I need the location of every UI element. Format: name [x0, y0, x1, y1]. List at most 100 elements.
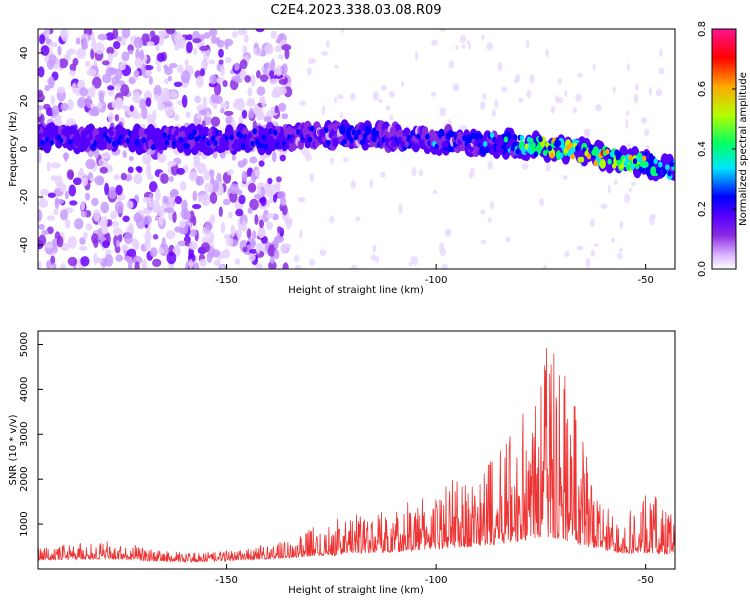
ridge-blob: [632, 158, 638, 165]
ridge-blob: [45, 136, 50, 143]
ridge-blob: [393, 140, 398, 147]
snr-y-tick-label: 4000: [19, 377, 30, 402]
ridge-blob: [669, 161, 675, 168]
ridge-blob: [333, 125, 338, 132]
snr-x-ticks: -150 -100 -50: [215, 564, 654, 586]
ridge-blob: [478, 133, 483, 140]
spectrogram-x-tick-label: -50: [637, 275, 653, 286]
colorbar-tick-label: 0.4: [697, 141, 708, 157]
ridge-blob: [374, 130, 379, 137]
ridge-blob: [413, 137, 419, 144]
ridge-blob: [38, 125, 41, 132]
colorbar-label: Normalized spectral amplitude: [738, 72, 749, 226]
ridge-blob: [310, 125, 315, 132]
ridge-blob: [480, 146, 486, 153]
ridge-blob: [503, 136, 509, 143]
ridge-blob: [49, 139, 54, 146]
spectrogram-panel: -150 -100 -50 -40 -20 0 20 40 Height of straig…: [8, 28, 676, 296]
ridge-blob: [88, 134, 94, 140]
ridge-blob: [356, 129, 361, 136]
ridge-blob: [217, 130, 223, 136]
ridge-blob: [642, 155, 647, 162]
ridge-blob: [273, 129, 278, 136]
colorbar-tick-label: 0.6: [697, 81, 708, 97]
ridge-blob: [222, 141, 227, 148]
colorbar: 0.0 0.2 0.4 0.6 0.8 Normalized spectral ampl…: [697, 21, 749, 277]
ridge-blob: [111, 140, 117, 147]
spectrogram-y-tick-label: -20: [19, 189, 30, 205]
ridge-blob: [171, 140, 177, 147]
ridge-blob: [423, 128, 428, 135]
colorbar-ticks: 0.0 0.2 0.4 0.6 0.8: [697, 21, 736, 277]
ridge-blob: [628, 154, 633, 161]
ridge-blob: [164, 139, 170, 146]
ridge-blob: [70, 128, 75, 135]
ridge-blob: [637, 152, 642, 159]
ridge-blob: [575, 145, 580, 152]
ridge-blob: [178, 136, 184, 143]
ridge-blob: [176, 141, 181, 148]
ridge-blob: [589, 144, 594, 151]
ridge-blob: [234, 139, 239, 146]
ridge-blob: [655, 167, 661, 174]
ridge-blob: [174, 130, 179, 137]
spectrogram-y-label: Frequency (Hz): [8, 111, 19, 187]
ridge-blob: [386, 131, 391, 138]
ridge-blob: [360, 125, 366, 132]
ridge-blob: [420, 133, 426, 140]
ridge-blob: [658, 161, 663, 168]
ridge-blob: [547, 145, 552, 152]
ridge-blob: [662, 168, 668, 175]
ridge-blob: [533, 151, 539, 158]
ridge-blob: [247, 132, 253, 139]
ridge-blob: [416, 133, 421, 140]
ridge-blob: [538, 136, 543, 143]
ridge-blob: [125, 137, 131, 144]
ridge-blob: [123, 129, 128, 136]
ridge-blob: [515, 148, 520, 155]
ridge-blob: [51, 129, 57, 136]
spectrogram-x-ticks: -150 -100 -50: [215, 264, 654, 286]
ridge-blob: [40, 139, 45, 146]
ridge-blob: [363, 132, 368, 139]
ridge-blob: [570, 153, 575, 160]
snr-y-tick-label: 1000: [19, 511, 30, 536]
ridge-blob: [593, 160, 598, 167]
ridge-blob: [559, 152, 564, 159]
colorbar-tick-label: 0.0: [697, 261, 708, 277]
ridge-blob: [586, 153, 592, 160]
ridge-blob: [614, 149, 619, 156]
ridge-blob: [77, 141, 82, 148]
ridge-blob: [672, 170, 675, 177]
snr-y-ticks: 1000 2000 3000 4000 5000: [19, 332, 43, 537]
ridge-blob: [549, 152, 555, 159]
ridge-blob: [349, 137, 354, 144]
ridge-blob: [665, 164, 670, 171]
ridge-blob: [240, 143, 246, 150]
ridge-blob: [58, 137, 64, 144]
ridge-blob: [473, 140, 479, 147]
snr-frame: [37, 330, 676, 570]
ridge-blob: [307, 136, 313, 143]
ridge-blob: [252, 128, 257, 135]
ridge-blob: [485, 147, 490, 154]
ridge-blob: [450, 131, 456, 138]
snr-panel: -150 -100 -50 1000 2000 3000 4000 5000 Height …: [8, 330, 676, 596]
ridge-blob: [519, 134, 525, 141]
ridge-blob: [42, 131, 48, 138]
ridge-blob: [358, 134, 363, 141]
ridge-blob: [261, 134, 267, 141]
colorbar-tick-label: 0.2: [697, 201, 708, 217]
snr-y-tick-label: 2000: [19, 466, 30, 491]
ridge-blob: [351, 129, 356, 135]
ridge-blob: [635, 163, 640, 170]
spectrogram-y-tick-label: -40: [19, 237, 30, 253]
ridge-blob: [418, 139, 423, 146]
snr-x-tick-label: -100: [425, 575, 448, 586]
ridge-blob: [364, 124, 371, 135]
spectrogram-y-tick-label: 20: [19, 95, 30, 108]
ridge-blob: [185, 143, 190, 150]
ridge-blob: [496, 143, 502, 150]
snr-y-tick-label: 5000: [19, 332, 30, 357]
